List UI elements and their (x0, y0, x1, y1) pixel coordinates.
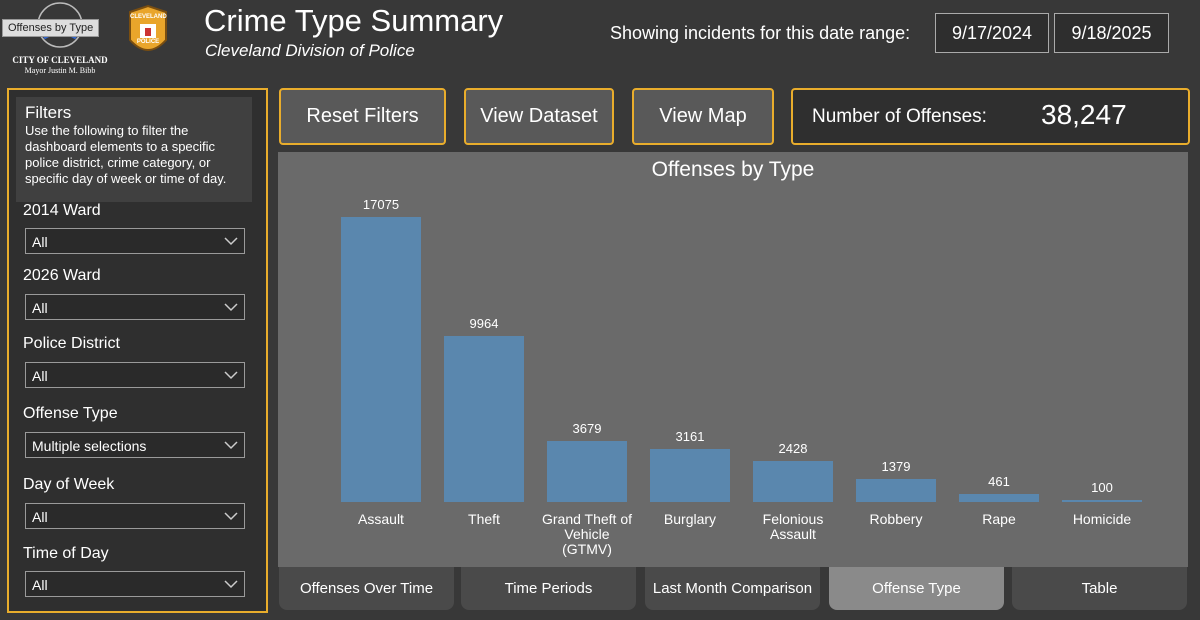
mayor: Mayor Justin M. Bibb (24, 66, 96, 75)
chevron (224, 237, 238, 246)
tab[interactable]: Offenses Over Time (279, 567, 454, 610)
filter-intro: Filters Use the following to filter the … (16, 97, 252, 202)
dropdown[interactable]: All (25, 362, 245, 388)
x-tick-label: Assault (358, 511, 404, 527)
chart-title: Offenses by Type (651, 158, 815, 181)
page-subtitle: Cleveland Division of Police (205, 41, 415, 60)
filter-title: Filters (25, 103, 72, 122)
dropdown-value: All (32, 234, 48, 250)
dropdown[interactable]: Multiple selections (25, 432, 245, 458)
bar (444, 335, 524, 502)
dropdown[interactable]: All (25, 294, 245, 320)
x-tick-label: Grand Theft of Vehicle (GTMV) (541, 511, 632, 557)
value-label: 461 (988, 474, 1010, 490)
kpi-card: Number of Offenses: 38,247 (791, 88, 1190, 145)
chevron (224, 371, 238, 380)
date-range-label: Showing incidents for this date range: (610, 23, 911, 43)
value-label: 17075 (362, 197, 400, 212)
button[interactable]: View Map (632, 88, 774, 145)
chart-area: Offenses by Type 17075 Assault 9964 Theft 36… (278, 152, 1188, 567)
kpi-label: Number of Offenses: (812, 106, 987, 127)
bar (959, 494, 1039, 502)
filter-label: Time of Day (23, 545, 109, 562)
x-tick-label: Felonious Assault (762, 511, 824, 542)
bar (341, 217, 421, 502)
value-label: 3161 (675, 429, 705, 445)
x-tick-label: Homicide (1072, 511, 1132, 527)
kpi-value: 38,247 (1041, 99, 1127, 130)
filter-label: Day of Week (23, 476, 115, 493)
city-name: CITY OF CLEVELAND (12, 55, 108, 65)
button[interactable]: Reset Filters (279, 88, 446, 145)
dropdown-value: All (32, 509, 48, 525)
filter-label: 2014 Ward (23, 202, 101, 219)
chevron (224, 512, 238, 521)
filter-label: Police District (23, 335, 120, 352)
value-label: 100 (1091, 480, 1113, 496)
value-label: 9964 (469, 315, 499, 331)
dropdown[interactable]: All (25, 503, 245, 529)
bar (547, 440, 627, 502)
chevron (224, 580, 238, 589)
dropdown[interactable]: All (25, 571, 245, 597)
bar (1062, 500, 1142, 502)
bar (650, 449, 730, 502)
dropdown-value: All (32, 300, 48, 316)
tab[interactable]: Table (1012, 567, 1187, 610)
dropdown-value: All (32, 577, 48, 593)
value-label: 2428 (778, 441, 808, 457)
tab[interactable]: Last Month Comparison (645, 567, 820, 610)
tab[interactable]: Offense Type (829, 567, 1004, 610)
bar (856, 478, 936, 502)
page-title: Crime Type Summary (204, 3, 504, 38)
badge-text: POLICE (136, 39, 160, 45)
filter-label: 2026 Ward (23, 267, 101, 284)
end-date[interactable]: 9/18/2025 (1054, 13, 1169, 53)
button[interactable]: View Dataset (464, 88, 614, 145)
dropdown-value: All (32, 368, 48, 384)
tooltip: Offenses by Type (2, 19, 100, 37)
bar (753, 461, 833, 502)
x-tick-label: Theft (468, 511, 500, 527)
chevron (224, 441, 238, 450)
filter-description: Use the following to filter the dashboar… (25, 123, 227, 186)
dropdown[interactable]: All (25, 228, 245, 254)
x-tick-label: Rape (982, 511, 1016, 527)
start-date[interactable]: 9/17/2024 (935, 13, 1049, 53)
filter-panel: Filters Use the following to filter the … (7, 88, 268, 613)
filter-label: Offense Type (23, 405, 118, 422)
badge-text: CLEVELAND (130, 14, 167, 20)
dropdown-value: Multiple selections (32, 438, 147, 454)
tab[interactable]: Time Periods (461, 567, 636, 610)
x-tick-label: Burglary (663, 511, 717, 527)
value-label: 3679 (572, 420, 602, 436)
value-label: 1379 (881, 458, 911, 474)
x-tick-label: Robbery (869, 511, 923, 527)
chevron (224, 303, 238, 312)
